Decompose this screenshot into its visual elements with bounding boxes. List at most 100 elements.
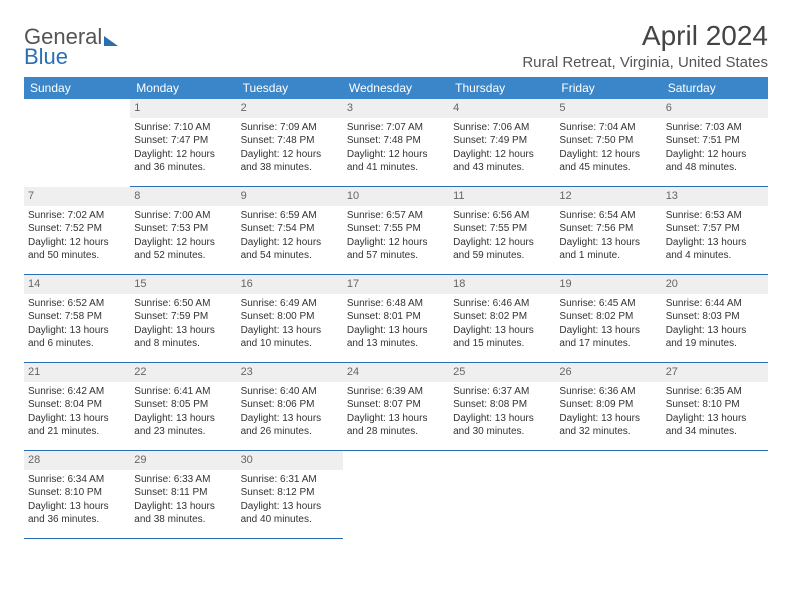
day-cell: 22Sunrise: 6:41 AMSunset: 8:05 PMDayligh… [130, 363, 236, 451]
calendar-body: 1Sunrise: 7:10 AMSunset: 7:47 PMDaylight… [24, 99, 768, 539]
daylight-text-2: and 19 minutes. [666, 337, 764, 351]
day-cell: 23Sunrise: 6:40 AMSunset: 8:06 PMDayligh… [237, 363, 343, 451]
day-number: 20 [662, 275, 768, 294]
daylight-text-1: Daylight: 13 hours [347, 324, 445, 338]
daylight-text-1: Daylight: 13 hours [28, 324, 126, 338]
daylight-text-2: and 8 minutes. [134, 337, 232, 351]
daylight-text-2: and 41 minutes. [347, 161, 445, 175]
daylight-text-2: and 15 minutes. [453, 337, 551, 351]
day-cell: 30Sunrise: 6:31 AMSunset: 8:12 PMDayligh… [237, 451, 343, 539]
calendar-cell [343, 451, 449, 539]
daylight-text-1: Daylight: 12 hours [347, 148, 445, 162]
day-cell: 27Sunrise: 6:35 AMSunset: 8:10 PMDayligh… [662, 363, 768, 451]
sunset-text: Sunset: 8:01 PM [347, 310, 445, 324]
calendar-cell: 15Sunrise: 6:50 AMSunset: 7:59 PMDayligh… [130, 275, 236, 363]
calendar-cell: 30Sunrise: 6:31 AMSunset: 8:12 PMDayligh… [237, 451, 343, 539]
day-cell: 6Sunrise: 7:03 AMSunset: 7:51 PMDaylight… [662, 99, 768, 187]
day-cell: 28Sunrise: 6:34 AMSunset: 8:10 PMDayligh… [24, 451, 130, 539]
day-number: 2 [237, 99, 343, 118]
sunset-text: Sunset: 8:06 PM [241, 398, 339, 412]
calendar-cell: 18Sunrise: 6:46 AMSunset: 8:02 PMDayligh… [449, 275, 555, 363]
calendar-cell: 27Sunrise: 6:35 AMSunset: 8:10 PMDayligh… [662, 363, 768, 451]
day-number: 11 [449, 187, 555, 206]
daylight-text-1: Daylight: 13 hours [559, 412, 657, 426]
daylight-text-2: and 52 minutes. [134, 249, 232, 263]
daylight-text-1: Daylight: 13 hours [453, 412, 551, 426]
day-cell: 3Sunrise: 7:07 AMSunset: 7:48 PMDaylight… [343, 99, 449, 187]
sunset-text: Sunset: 8:05 PM [134, 398, 232, 412]
sunset-text: Sunset: 7:48 PM [347, 134, 445, 148]
day-cell: 17Sunrise: 6:48 AMSunset: 8:01 PMDayligh… [343, 275, 449, 363]
daylight-text-1: Daylight: 13 hours [28, 500, 126, 514]
day-number: 16 [237, 275, 343, 294]
daylight-text-2: and 4 minutes. [666, 249, 764, 263]
daylight-text-1: Daylight: 13 hours [134, 412, 232, 426]
daylight-text-1: Daylight: 12 hours [241, 236, 339, 250]
sunset-text: Sunset: 7:48 PM [241, 134, 339, 148]
daylight-text-1: Daylight: 13 hours [666, 236, 764, 250]
day-number: 10 [343, 187, 449, 206]
calendar-cell: 19Sunrise: 6:45 AMSunset: 8:02 PMDayligh… [555, 275, 661, 363]
daylight-text-1: Daylight: 13 hours [559, 324, 657, 338]
day-cell: 21Sunrise: 6:42 AMSunset: 8:04 PMDayligh… [24, 363, 130, 451]
sunrise-text: Sunrise: 6:54 AM [559, 209, 657, 223]
sunset-text: Sunset: 7:57 PM [666, 222, 764, 236]
daylight-text-1: Daylight: 13 hours [666, 412, 764, 426]
sunset-text: Sunset: 8:02 PM [453, 310, 551, 324]
sunrise-text: Sunrise: 6:39 AM [347, 385, 445, 399]
sunrise-text: Sunrise: 6:45 AM [559, 297, 657, 311]
daylight-text-2: and 50 minutes. [28, 249, 126, 263]
daylight-text-2: and 45 minutes. [559, 161, 657, 175]
day-number: 30 [237, 451, 343, 470]
day-cell: 12Sunrise: 6:54 AMSunset: 7:56 PMDayligh… [555, 187, 661, 275]
sunrise-text: Sunrise: 7:10 AM [134, 121, 232, 135]
day-number: 27 [662, 363, 768, 382]
brand-triangle-icon [104, 36, 118, 46]
calendar-cell: 28Sunrise: 6:34 AMSunset: 8:10 PMDayligh… [24, 451, 130, 539]
sunrise-text: Sunrise: 6:49 AM [241, 297, 339, 311]
day-number: 17 [343, 275, 449, 294]
day-number: 8 [130, 187, 236, 206]
sunset-text: Sunset: 7:52 PM [28, 222, 126, 236]
sunrise-text: Sunrise: 6:34 AM [28, 473, 126, 487]
day-number: 6 [662, 99, 768, 118]
day-cell: 10Sunrise: 6:57 AMSunset: 7:55 PMDayligh… [343, 187, 449, 275]
calendar-cell: 7Sunrise: 7:02 AMSunset: 7:52 PMDaylight… [24, 187, 130, 275]
sunrise-text: Sunrise: 6:50 AM [134, 297, 232, 311]
sunset-text: Sunset: 7:51 PM [666, 134, 764, 148]
day-cell: 8Sunrise: 7:00 AMSunset: 7:53 PMDaylight… [130, 187, 236, 275]
calendar-cell [662, 451, 768, 539]
daylight-text-1: Daylight: 12 hours [453, 236, 551, 250]
title-block: April 2024 Rural Retreat, Virginia, Unit… [522, 20, 768, 71]
calendar-table: SundayMondayTuesdayWednesdayThursdayFrid… [24, 77, 768, 539]
day-cell: 2Sunrise: 7:09 AMSunset: 7:48 PMDaylight… [237, 99, 343, 187]
sunset-text: Sunset: 8:09 PM [559, 398, 657, 412]
calendar-cell [555, 451, 661, 539]
day-number: 19 [555, 275, 661, 294]
sunrise-text: Sunrise: 6:52 AM [28, 297, 126, 311]
calendar-cell [24, 99, 130, 187]
calendar-cell: 25Sunrise: 6:37 AMSunset: 8:08 PMDayligh… [449, 363, 555, 451]
daylight-text-2: and 10 minutes. [241, 337, 339, 351]
day-cell: 9Sunrise: 6:59 AMSunset: 7:54 PMDaylight… [237, 187, 343, 275]
calendar-cell: 13Sunrise: 6:53 AMSunset: 7:57 PMDayligh… [662, 187, 768, 275]
sunrise-text: Sunrise: 6:46 AM [453, 297, 551, 311]
day-number: 9 [237, 187, 343, 206]
sunset-text: Sunset: 8:03 PM [666, 310, 764, 324]
sunrise-text: Sunrise: 6:40 AM [241, 385, 339, 399]
daylight-text-2: and 17 minutes. [559, 337, 657, 351]
daylight-text-1: Daylight: 13 hours [241, 412, 339, 426]
sunset-text: Sunset: 7:50 PM [559, 134, 657, 148]
sunset-text: Sunset: 8:00 PM [241, 310, 339, 324]
sunrise-text: Sunrise: 6:31 AM [241, 473, 339, 487]
daylight-text-1: Daylight: 13 hours [241, 324, 339, 338]
calendar-cell: 10Sunrise: 6:57 AMSunset: 7:55 PMDayligh… [343, 187, 449, 275]
daylight-text-1: Daylight: 13 hours [134, 324, 232, 338]
calendar-cell: 8Sunrise: 7:00 AMSunset: 7:53 PMDaylight… [130, 187, 236, 275]
calendar-cell: 9Sunrise: 6:59 AMSunset: 7:54 PMDaylight… [237, 187, 343, 275]
calendar-cell: 21Sunrise: 6:42 AMSunset: 8:04 PMDayligh… [24, 363, 130, 451]
calendar-cell: 22Sunrise: 6:41 AMSunset: 8:05 PMDayligh… [130, 363, 236, 451]
day-number: 26 [555, 363, 661, 382]
day-cell: 18Sunrise: 6:46 AMSunset: 8:02 PMDayligh… [449, 275, 555, 363]
sunset-text: Sunset: 8:10 PM [666, 398, 764, 412]
